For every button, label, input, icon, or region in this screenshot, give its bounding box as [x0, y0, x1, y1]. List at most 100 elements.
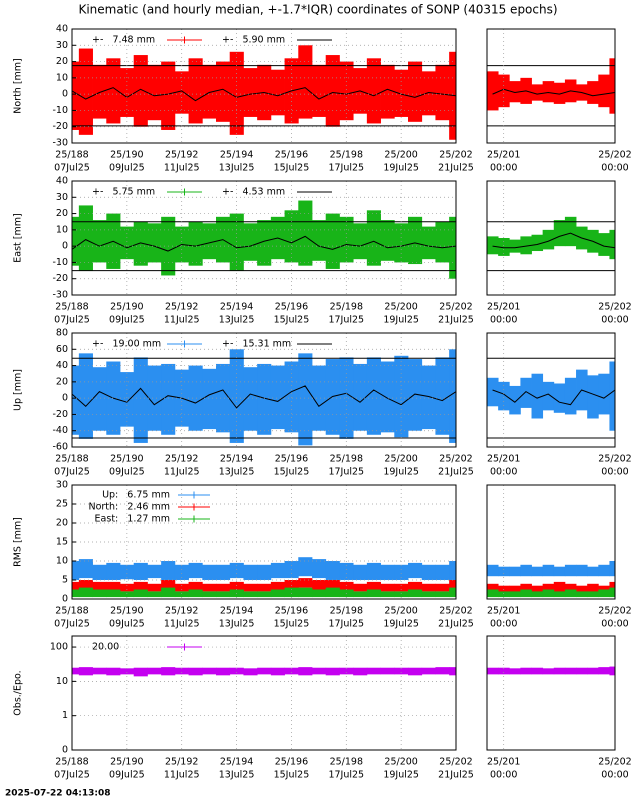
- spread-bar: [435, 591, 450, 598]
- spread-bar: [174, 583, 189, 592]
- x-tick-label: 25/202: [439, 454, 472, 465]
- spread-bar: [161, 561, 176, 580]
- spread-bar: [216, 564, 231, 580]
- x-tick-date: 11Jul25: [164, 163, 200, 174]
- spread-bar: [339, 667, 354, 675]
- y-axis-label: RMS [mm]: [13, 517, 24, 567]
- spread-bar: [421, 591, 436, 598]
- spread-bar: [587, 591, 599, 598]
- y-tick-label: -20: [52, 273, 68, 284]
- y-tick-label: 30: [56, 480, 68, 491]
- spread-bar: [298, 587, 313, 598]
- spread-bar: [147, 591, 162, 598]
- spread-bar: [520, 667, 532, 675]
- x-tick-label: 25/188: [55, 606, 88, 617]
- spread-bar: [257, 564, 272, 580]
- spread-bar: [531, 566, 544, 577]
- spread-bar: [366, 210, 381, 266]
- spread-bar: [366, 667, 381, 675]
- x-tick-date: 00:00: [490, 163, 517, 174]
- y-tick-label: 5: [62, 575, 68, 586]
- spread-bar: [133, 581, 148, 592]
- legend-marker: [181, 188, 188, 196]
- spread-bar: [542, 229, 555, 250]
- spread-bar: [161, 667, 176, 676]
- x-tick-label: 25/200: [384, 606, 417, 617]
- x-tick-date: 00:00: [490, 315, 517, 326]
- spread-bar: [202, 667, 217, 675]
- spread-bar: [147, 583, 162, 592]
- y-tick-label: 100: [50, 642, 68, 653]
- spread-bar: [487, 71, 499, 111]
- spread-bar: [298, 200, 313, 266]
- spread-bar: [520, 236, 532, 255]
- x-tick-label: 25/202: [598, 150, 631, 161]
- x-tick-date: 00:00: [601, 163, 628, 174]
- x-tick-label: 25/202: [598, 606, 631, 617]
- x-tick-label: 25/198: [330, 757, 363, 768]
- spread-bar: [509, 668, 521, 675]
- spread-bar: [257, 591, 272, 598]
- spread-bar: [609, 229, 615, 260]
- legend-label: North: 2.46 mm: [88, 502, 170, 513]
- y-tick-label: 10: [56, 72, 68, 83]
- x-tick-label: 25/201: [487, 757, 520, 768]
- plot-frame: [71, 180, 457, 296]
- legend-marker: [181, 340, 188, 348]
- spread-bar: [553, 220, 566, 247]
- spread-bar: [553, 383, 566, 413]
- spread-bar: [133, 221, 148, 266]
- x-tick-label: 25/201: [487, 150, 520, 161]
- x-tick-label: 25/196: [275, 302, 308, 313]
- spread-bar: [174, 71, 189, 114]
- spread-bar: [435, 583, 450, 592]
- spread-bar: [564, 583, 577, 594]
- spread-bar: [72, 561, 80, 580]
- legend-label: +- 4.53 mm: [222, 187, 285, 198]
- x-tick-date: 09Jul25: [109, 619, 145, 630]
- x-tick-label: 25/202: [439, 606, 472, 617]
- spread-bar: [531, 667, 544, 675]
- y-tick-label: 20: [56, 518, 68, 529]
- legend-label: Up: 6.75 mm: [102, 490, 170, 501]
- spread-bar: [147, 667, 162, 675]
- spread-bar: [120, 583, 135, 592]
- x-tick-label: 25/200: [384, 150, 417, 161]
- x-tick-date: 13Jul25: [219, 770, 255, 781]
- x-tick-label: 25/188: [55, 150, 88, 161]
- spread-bar: [449, 216, 456, 279]
- x-tick-date: 15Jul25: [274, 770, 310, 781]
- y-tick-label: 15: [56, 537, 68, 548]
- x-tick-label: 25/201: [487, 302, 520, 313]
- spread-bar: [133, 562, 148, 580]
- timestamp: 2025-07-22 04:13:08: [5, 789, 110, 799]
- spread-bar: [498, 74, 510, 108]
- spread-bar: [92, 220, 107, 263]
- spread-bar: [78, 353, 93, 439]
- spread-bar: [284, 210, 299, 263]
- spread-bar: [78, 205, 93, 271]
- y-tick-label: 40: [56, 24, 68, 35]
- spread-bar: [216, 583, 231, 592]
- spread-bar: [92, 564, 107, 580]
- legend-label: 20.00: [92, 642, 119, 653]
- spread-bar: [284, 580, 299, 590]
- spread-bar: [325, 667, 340, 676]
- spread-bar: [188, 667, 203, 676]
- legend-label: East: 1.27 mm: [95, 514, 170, 525]
- plot-area: [487, 216, 615, 272]
- spread-bar: [78, 48, 93, 135]
- spread-bar: [243, 367, 258, 431]
- x-tick-date: 13Jul25: [219, 163, 255, 174]
- spread-bar: [421, 71, 436, 116]
- spread-bar: [325, 561, 340, 580]
- x-tick-date: 13Jul25: [219, 467, 255, 478]
- x-tick-date: 17Jul25: [328, 163, 364, 174]
- x-tick-date: 07Jul25: [54, 163, 90, 174]
- spread-bar: [498, 381, 510, 411]
- x-tick-date: 00:00: [490, 770, 517, 781]
- spread-bar: [531, 373, 544, 419]
- median-line: [72, 87, 456, 102]
- legend-label: +- 19.00 mm: [92, 339, 161, 350]
- spread-bar: [553, 566, 566, 577]
